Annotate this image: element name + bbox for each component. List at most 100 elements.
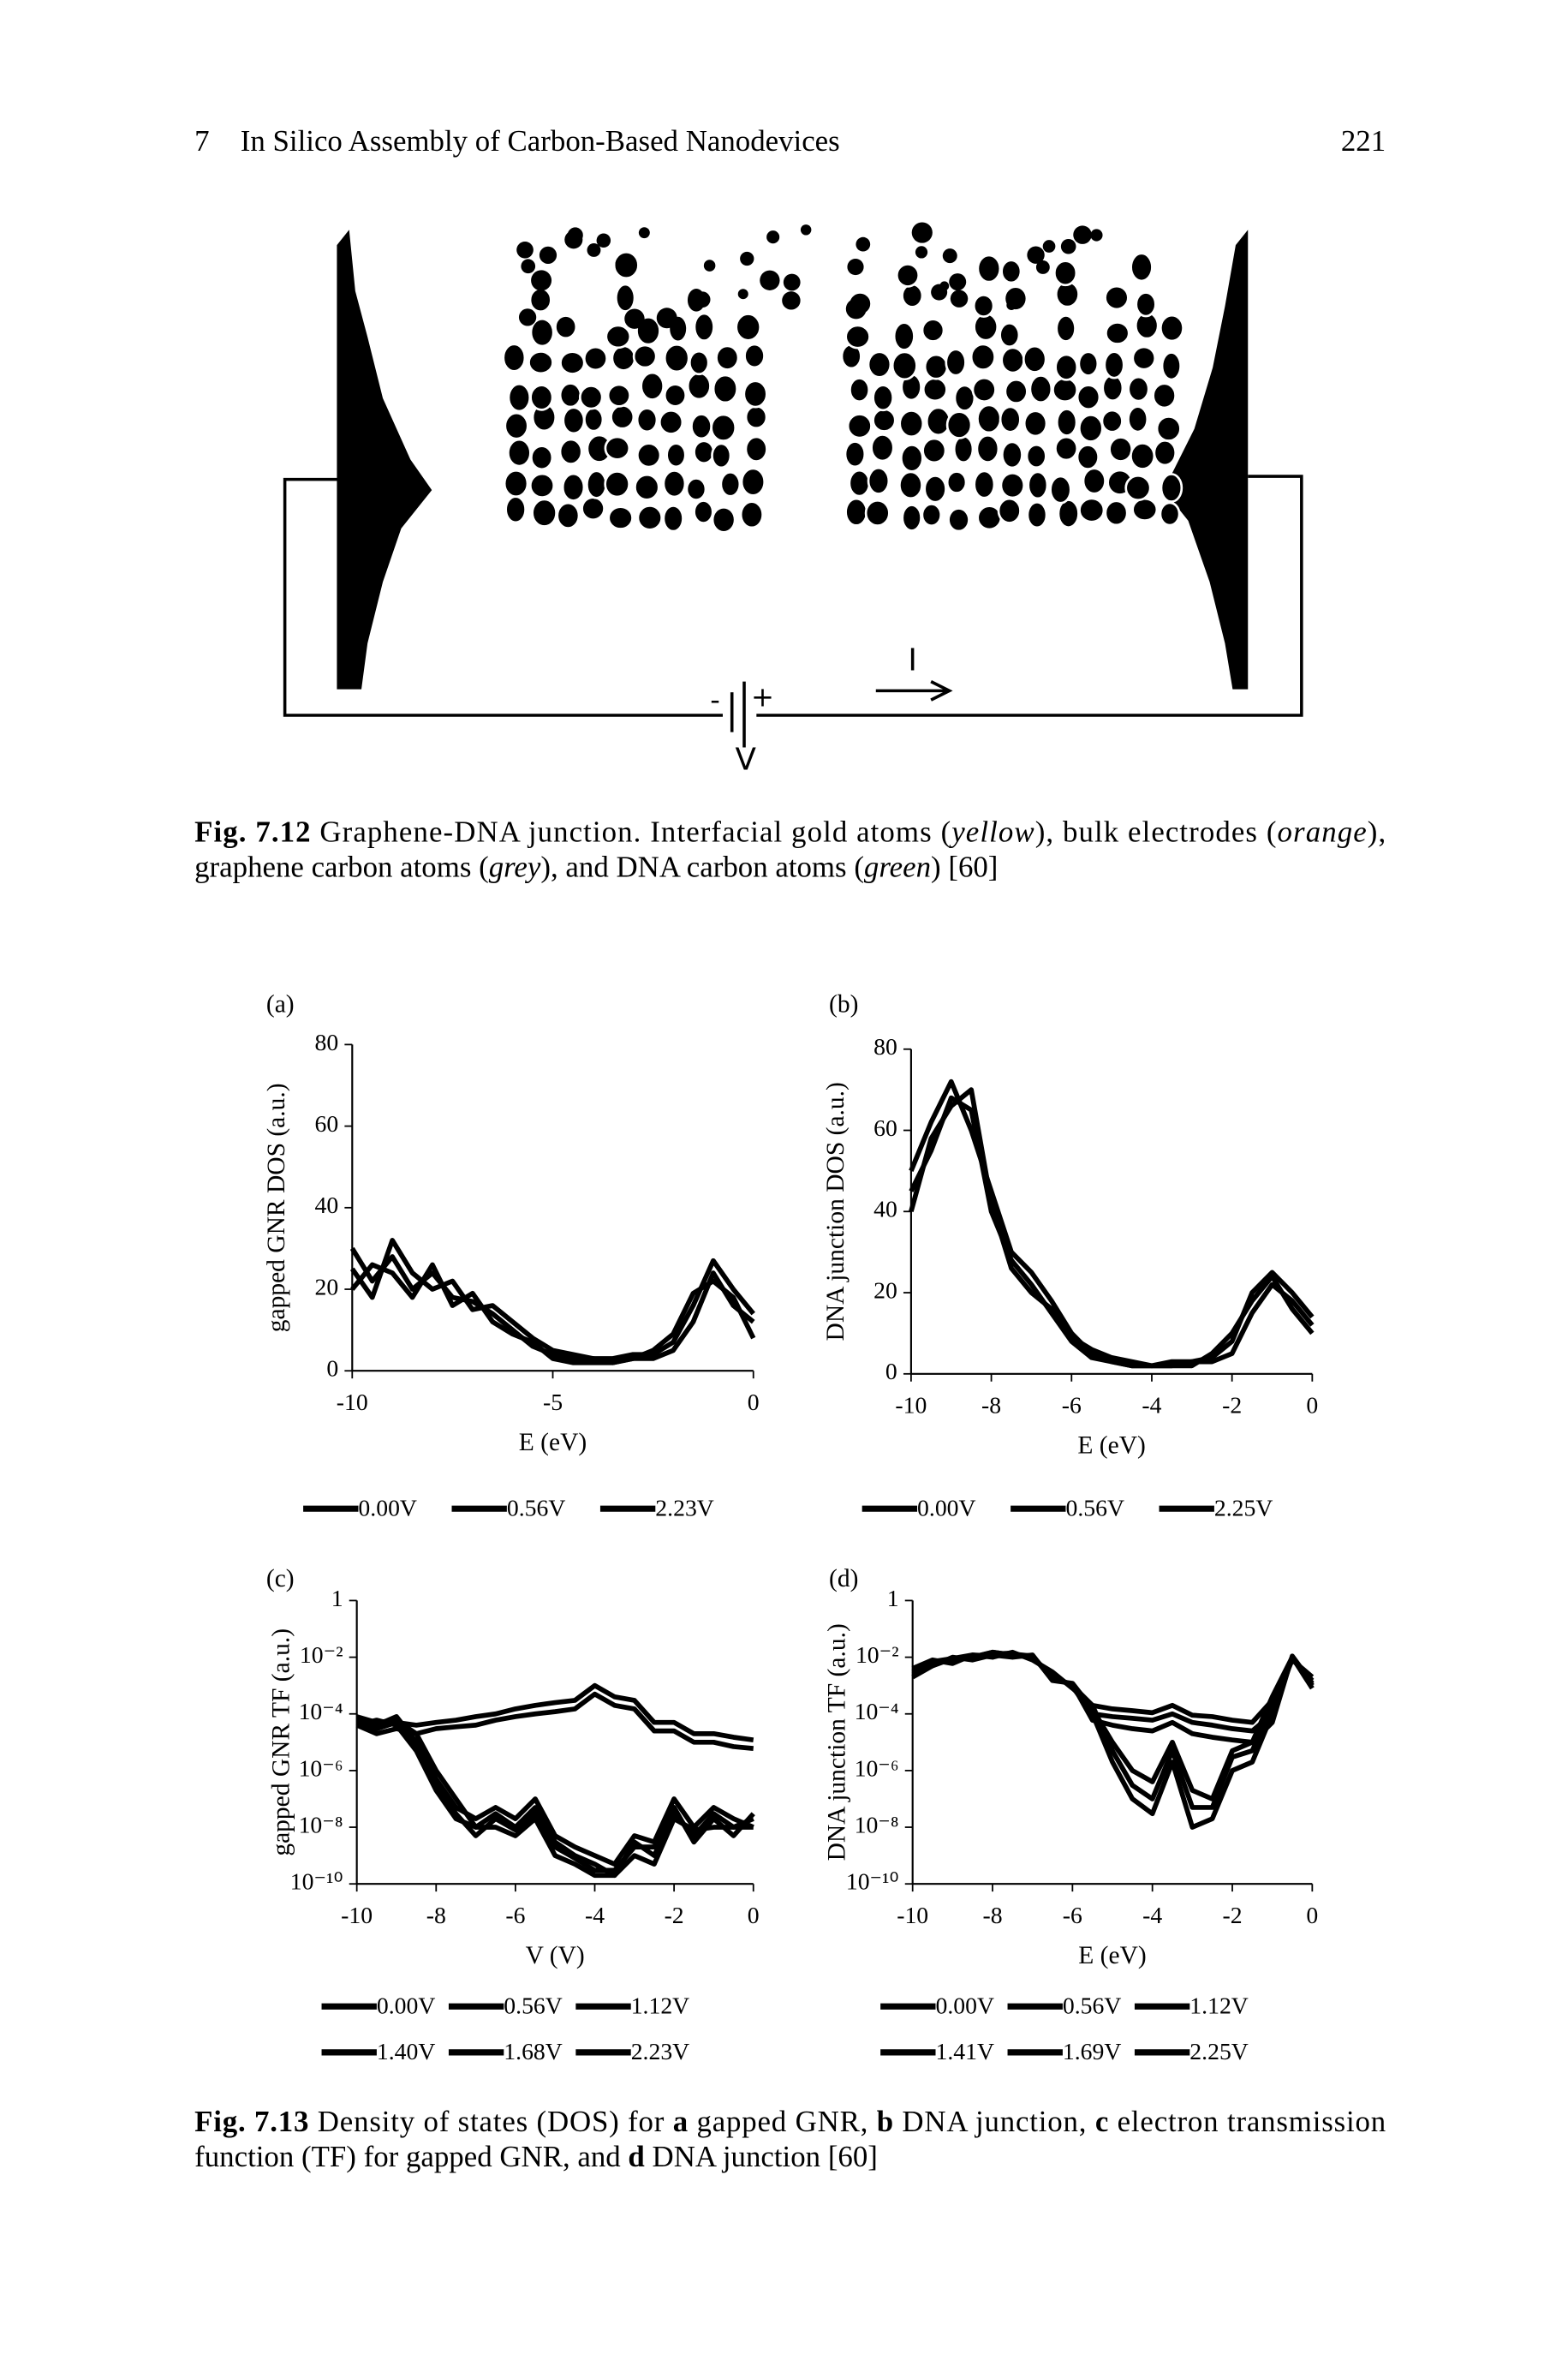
atom bbox=[901, 504, 922, 532]
atom bbox=[844, 324, 871, 350]
atom bbox=[892, 321, 915, 351]
atom bbox=[1076, 444, 1100, 470]
atom bbox=[1073, 225, 1092, 244]
page-number: 221 bbox=[1341, 124, 1386, 158]
atom bbox=[1127, 405, 1149, 433]
series-line bbox=[350, 1262, 756, 1365]
atom bbox=[1082, 467, 1106, 495]
legend-label: 1.41V bbox=[936, 2038, 995, 2064]
x-tick-label: -4 bbox=[1142, 1392, 1161, 1419]
y-tick-label: 10⁻⁴ bbox=[299, 1698, 343, 1724]
atom bbox=[1090, 229, 1103, 242]
atom bbox=[1026, 500, 1048, 529]
atom bbox=[604, 470, 630, 499]
caption-text: ), and DNA carbon atoms ( bbox=[540, 851, 864, 884]
atom bbox=[1000, 259, 1022, 284]
x-tick-label: -4 bbox=[585, 1902, 605, 1928]
atom bbox=[518, 308, 537, 326]
atom bbox=[976, 254, 1002, 284]
atom bbox=[783, 273, 801, 291]
atom bbox=[856, 236, 871, 252]
atom bbox=[694, 291, 711, 308]
y-tick-label: 10⁻² bbox=[856, 1641, 899, 1668]
legend-label: 1.40V bbox=[377, 2038, 436, 2064]
atom bbox=[1055, 408, 1078, 437]
atom bbox=[1022, 344, 1047, 373]
legend-label: 2.23V bbox=[631, 2038, 690, 2064]
caption-text: gapped GNR, bbox=[689, 2105, 876, 2138]
legend-label: 2.23V bbox=[655, 1494, 714, 1521]
atom bbox=[656, 308, 677, 329]
atom bbox=[867, 350, 892, 379]
legend-label: 0.00V bbox=[917, 1494, 976, 1521]
atom bbox=[711, 505, 736, 534]
atom bbox=[895, 263, 921, 288]
atom bbox=[636, 505, 664, 531]
atom bbox=[610, 403, 635, 430]
series-line bbox=[911, 1649, 1315, 1725]
atom bbox=[558, 382, 582, 409]
atom bbox=[586, 469, 608, 499]
running-head: In Silico Assembly of Carbon-Based Nanod… bbox=[241, 124, 840, 158]
atom bbox=[782, 291, 801, 310]
y-tick-label: 20 bbox=[314, 1273, 338, 1300]
atom bbox=[581, 496, 605, 522]
atom bbox=[847, 258, 864, 276]
atom bbox=[516, 241, 534, 259]
atom bbox=[925, 406, 951, 437]
atom bbox=[1108, 436, 1134, 463]
atom bbox=[1078, 497, 1106, 523]
y-tick-label: 80 bbox=[873, 1033, 897, 1060]
atom bbox=[635, 442, 662, 469]
atom bbox=[556, 501, 581, 529]
atom bbox=[740, 251, 754, 266]
atom bbox=[632, 344, 658, 369]
atom bbox=[1160, 314, 1184, 343]
atom bbox=[864, 499, 891, 527]
caption-text: graphene carbon atoms ( bbox=[194, 851, 489, 884]
atom bbox=[587, 243, 601, 257]
caption-italic: orange bbox=[1278, 815, 1367, 848]
series-line bbox=[909, 1087, 1315, 1369]
atom bbox=[1130, 442, 1156, 470]
caption-line: Fig. 7.13 Density of states (DOS) for a … bbox=[194, 2105, 1386, 2138]
atom bbox=[693, 312, 715, 342]
atom bbox=[921, 437, 947, 464]
atom bbox=[976, 403, 1002, 434]
atom bbox=[1103, 350, 1125, 379]
atom bbox=[1130, 252, 1154, 283]
atom bbox=[972, 294, 995, 318]
atom bbox=[665, 442, 687, 469]
atom bbox=[1000, 346, 1026, 374]
legend-label: 1.69V bbox=[1063, 2038, 1122, 2064]
atom bbox=[507, 382, 532, 413]
x-axis-label: E (eV) bbox=[1078, 1942, 1146, 1969]
atom bbox=[693, 439, 715, 465]
atom bbox=[615, 256, 629, 271]
atom bbox=[554, 314, 578, 340]
y-tick-label: 60 bbox=[314, 1110, 338, 1137]
y-tick-label: 10⁻⁶ bbox=[855, 1754, 899, 1781]
y-tick-label: 20 bbox=[873, 1276, 897, 1303]
atom bbox=[923, 353, 949, 380]
x-tick-label: 0 bbox=[748, 1389, 760, 1415]
series-line bbox=[355, 1718, 754, 1879]
atom bbox=[921, 377, 948, 403]
atom bbox=[559, 350, 586, 375]
y-tick-label: 10⁻² bbox=[300, 1641, 343, 1668]
caption-italic: green bbox=[864, 851, 931, 884]
atom bbox=[945, 470, 968, 494]
atom bbox=[953, 384, 976, 412]
x-tick-label: 0 bbox=[1306, 1902, 1318, 1928]
caption-bold: b bbox=[877, 2105, 893, 2138]
atom bbox=[1054, 435, 1079, 462]
atom bbox=[1028, 374, 1053, 404]
x-tick-label: -8 bbox=[982, 1902, 1002, 1928]
caption-line: Fig. 7.12 Graphene-DNA junction. Interfa… bbox=[194, 815, 1386, 848]
series-line bbox=[911, 1652, 1315, 1801]
atom bbox=[1060, 238, 1076, 254]
atom bbox=[1131, 345, 1157, 371]
atom bbox=[604, 435, 631, 461]
y-tick-label: 80 bbox=[314, 1029, 338, 1055]
